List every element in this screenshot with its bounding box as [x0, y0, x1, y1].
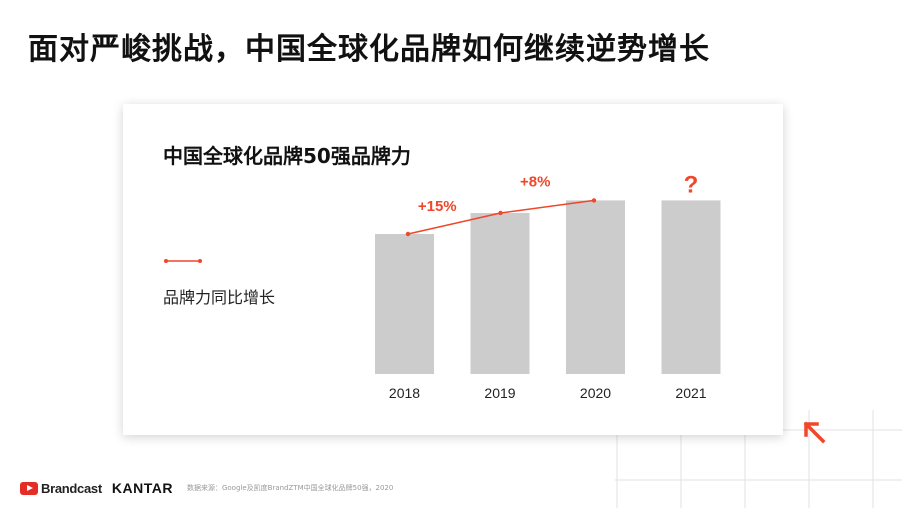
slide-title: 面对严峻挑战，中国全球化品牌如何继续逆势增长 [28, 32, 710, 67]
bar-chart: 2018 2019 2020 2021 +15% +8%? [375, 171, 721, 401]
growth-label-2: +8% [520, 173, 550, 190]
arrow-up-left-icon [803, 421, 826, 444]
kantar-logo: KANTAR [111, 480, 173, 496]
x-tick-label-2020: 2020 [580, 385, 611, 401]
brandcast-logo: Brandcast [41, 480, 102, 496]
source-note: 数据来源：Google及凯度BrandZTM中国全球化品牌50强，2020 [186, 484, 394, 492]
growth-label-1: +15% [418, 198, 457, 215]
bar-2021 [661, 200, 721, 374]
footer: Brandcast KANTAR 数据来源：Google及凯度BrandZTM中… [20, 478, 393, 498]
legend: 品牌力同比增长 [163, 254, 275, 307]
bar-2019 [470, 213, 530, 374]
bar-2020 [566, 200, 625, 374]
unknown-marker: ? [684, 171, 699, 198]
chart-title: 中国全球化品牌50强品牌力 [163, 144, 411, 168]
x-tick-label-2018: 2018 [389, 385, 420, 401]
growth-point-2018 [405, 231, 411, 237]
legend-line-swatch [164, 259, 202, 263]
x-tick-label-2021: 2021 [675, 385, 706, 401]
chart-card: 中国全球化品牌50强品牌力 品牌力同比增长 2018 2019 2020 2021 +1… [123, 104, 783, 435]
bar-2018 [375, 234, 434, 374]
youtube-play-icon [20, 481, 38, 495]
growth-point-2019 [498, 210, 503, 216]
legend-label: 品牌力同比增长 [163, 288, 276, 307]
growth-point-2020 [591, 198, 597, 203]
x-tick-label-2019: 2019 [484, 385, 515, 401]
